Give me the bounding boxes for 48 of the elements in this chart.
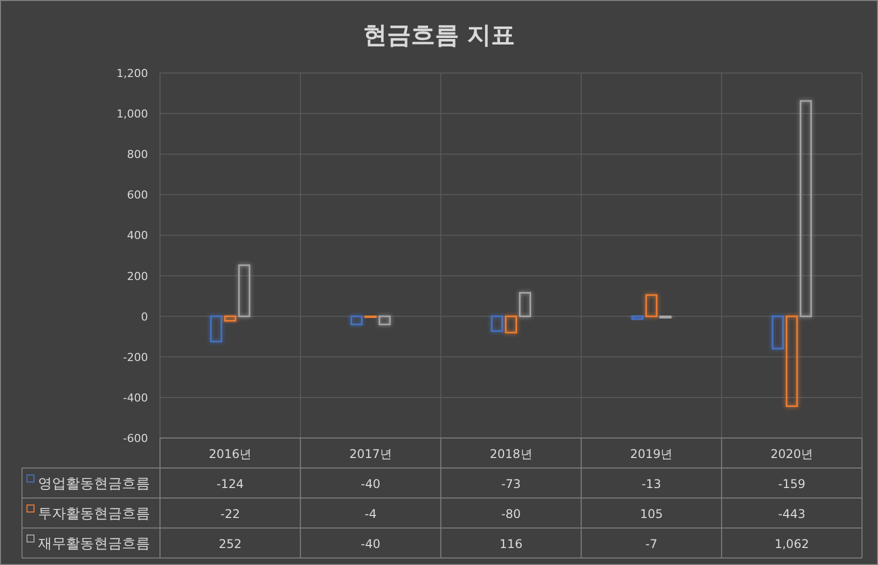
- bar: [210, 316, 222, 342]
- data-label: -73: [501, 477, 521, 491]
- legend-label: 재무활동현금흐름: [38, 536, 150, 552]
- data-label: -443: [778, 507, 806, 521]
- y-tick-label: -200: [123, 350, 148, 364]
- data-label: -13: [642, 477, 662, 491]
- data-label: -22: [220, 507, 240, 521]
- x-tick-label: 2018년: [490, 447, 532, 461]
- bar: [786, 316, 798, 407]
- y-tick-label: 0: [141, 310, 148, 324]
- bar: [518, 292, 532, 318]
- bar: [238, 264, 250, 318]
- data-label: -4: [364, 507, 377, 521]
- data-label: 116: [500, 537, 522, 551]
- bar: [659, 316, 672, 319]
- x-tick-label: 2019년: [630, 447, 673, 461]
- y-tick-label: 600: [127, 188, 148, 202]
- bar: [800, 100, 812, 318]
- bar: [645, 294, 658, 318]
- data-label: -159: [778, 477, 806, 491]
- data-label: 1,062: [774, 537, 809, 551]
- data-label: 105: [640, 507, 663, 521]
- legend-label: 영업활동현금흐름: [38, 476, 150, 492]
- y-tick-label: 400: [127, 229, 148, 242]
- x-tick-label: 2017년: [349, 447, 392, 461]
- bar: [772, 316, 784, 350]
- y-tick-label: 1,000: [116, 108, 148, 121]
- data-label: -7: [645, 537, 658, 551]
- bar: [350, 316, 363, 326]
- chart-title: 현금흐름 지표: [362, 21, 516, 49]
- data-label: -40: [360, 477, 380, 491]
- bar: [631, 316, 644, 320]
- y-tick-label: -400: [123, 391, 148, 404]
- bar: [378, 316, 391, 326]
- data-label: -124: [216, 477, 244, 491]
- bar: [490, 316, 504, 332]
- legend-label: 투자활동현금흐름: [38, 506, 150, 522]
- y-tick-label: 1,200: [116, 67, 148, 80]
- y-tick-label: 800: [127, 148, 148, 162]
- x-tick-label: 2020년: [770, 447, 814, 461]
- bar: [224, 316, 236, 322]
- x-tick-label: 2016년: [208, 447, 252, 461]
- data-label: 252: [218, 537, 242, 551]
- y-tick-label: 200: [127, 270, 148, 283]
- y-tick-label: -600: [123, 432, 148, 445]
- data-label: -40: [360, 537, 380, 551]
- data-label: -80: [501, 507, 521, 521]
- bar: [504, 316, 518, 334]
